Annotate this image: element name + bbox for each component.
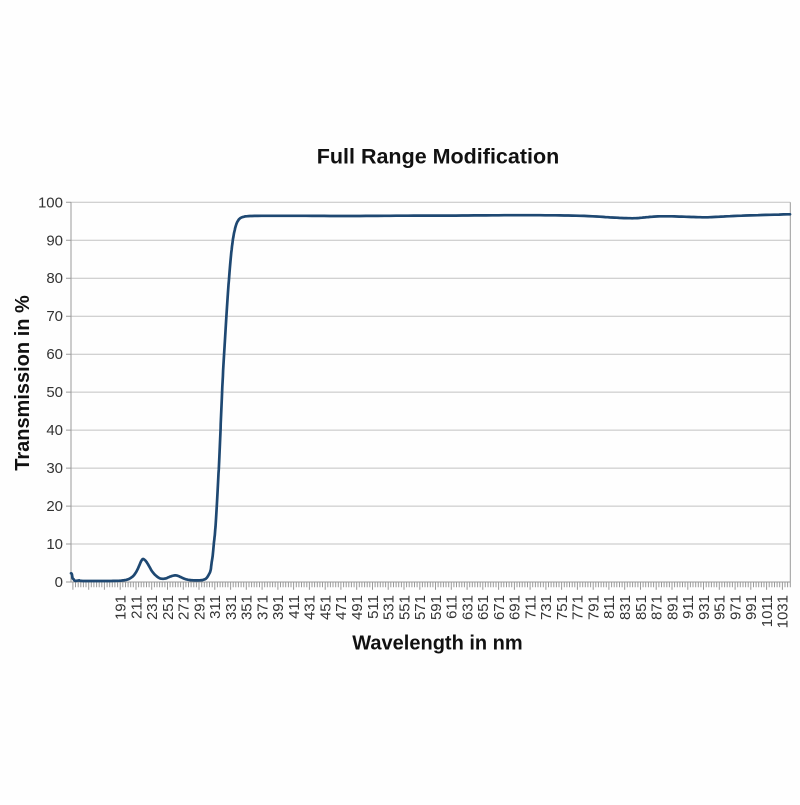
svg-text:531: 531 bbox=[380, 595, 397, 620]
svg-text:851: 851 bbox=[633, 595, 650, 620]
svg-text:291: 291 bbox=[191, 595, 208, 620]
svg-text:751: 751 bbox=[554, 595, 571, 620]
svg-text:100: 100 bbox=[38, 194, 63, 211]
svg-text:311: 311 bbox=[207, 595, 224, 619]
svg-text:10: 10 bbox=[46, 536, 63, 553]
svg-text:571: 571 bbox=[412, 595, 429, 620]
svg-text:931: 931 bbox=[696, 595, 713, 620]
svg-text:80: 80 bbox=[46, 270, 63, 287]
svg-text:551: 551 bbox=[396, 595, 413, 620]
svg-text:871: 871 bbox=[648, 595, 665, 620]
svg-text:911: 911 bbox=[680, 595, 697, 619]
svg-text:60: 60 bbox=[46, 346, 63, 363]
svg-text:50: 50 bbox=[46, 384, 63, 401]
svg-text:211: 211 bbox=[128, 595, 145, 619]
svg-text:30: 30 bbox=[46, 460, 63, 477]
svg-text:951: 951 bbox=[712, 595, 729, 620]
svg-text:511: 511 bbox=[365, 595, 382, 619]
svg-text:451: 451 bbox=[317, 595, 334, 620]
svg-text:Full Range Modification: Full Range Modification bbox=[317, 145, 559, 169]
svg-text:611: 611 bbox=[444, 595, 461, 619]
svg-text:971: 971 bbox=[727, 595, 744, 620]
svg-text:Wavelength in nm: Wavelength in nm bbox=[352, 633, 522, 655]
svg-text:791: 791 bbox=[585, 595, 602, 620]
svg-text:431: 431 bbox=[302, 595, 319, 620]
svg-text:371: 371 bbox=[254, 595, 271, 620]
svg-text:831: 831 bbox=[617, 595, 634, 620]
svg-text:811: 811 bbox=[601, 595, 618, 619]
svg-text:631: 631 bbox=[459, 595, 476, 620]
svg-text:231: 231 bbox=[144, 595, 161, 620]
svg-text:271: 271 bbox=[176, 595, 193, 620]
svg-text:251: 251 bbox=[160, 595, 177, 620]
svg-text:20: 20 bbox=[46, 498, 63, 515]
svg-text:90: 90 bbox=[46, 232, 63, 249]
svg-text:891: 891 bbox=[664, 595, 681, 620]
svg-text:1011: 1011 bbox=[759, 595, 776, 627]
svg-text:671: 671 bbox=[491, 595, 508, 620]
svg-text:391: 391 bbox=[270, 595, 287, 620]
svg-text:651: 651 bbox=[475, 595, 492, 620]
svg-text:731: 731 bbox=[538, 595, 555, 620]
svg-text:70: 70 bbox=[46, 308, 63, 325]
svg-text:691: 691 bbox=[507, 595, 524, 620]
svg-text:351: 351 bbox=[239, 595, 256, 620]
svg-text:1031: 1031 bbox=[775, 595, 792, 628]
svg-text:771: 771 bbox=[570, 595, 587, 620]
svg-text:471: 471 bbox=[333, 595, 350, 620]
svg-text:331: 331 bbox=[223, 595, 240, 620]
svg-text:40: 40 bbox=[46, 422, 63, 439]
svg-text:591: 591 bbox=[428, 595, 445, 620]
svg-text:491: 491 bbox=[349, 595, 366, 620]
svg-text:0: 0 bbox=[55, 574, 63, 591]
svg-text:711: 711 bbox=[522, 595, 539, 619]
svg-text:Transmission in %: Transmission in % bbox=[12, 295, 34, 471]
svg-text:991: 991 bbox=[743, 595, 760, 620]
svg-text:411: 411 bbox=[286, 595, 303, 619]
svg-text:191: 191 bbox=[112, 595, 129, 620]
